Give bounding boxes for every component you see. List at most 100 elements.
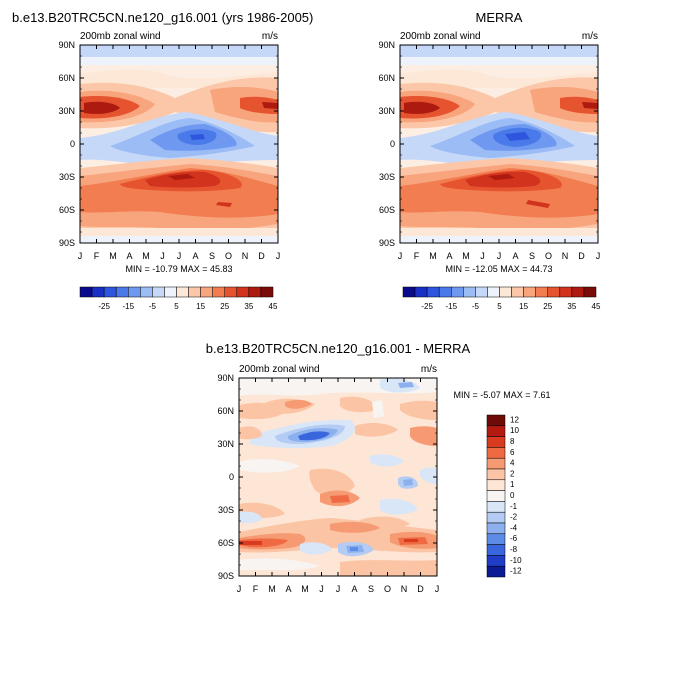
- colorbar-swatch: [486, 511, 506, 524]
- panel-difference-xtick-label: A: [285, 584, 291, 594]
- colorbar-swatch: [91, 286, 105, 298]
- panel-model-xtick-label: J: [177, 251, 182, 261]
- colorbar-label: 5: [497, 302, 502, 311]
- panel-difference-ytick-label: 90S: [218, 571, 234, 581]
- colorbar-label: -8: [510, 545, 518, 554]
- panel-difference-ytick-label: 30S: [218, 505, 234, 515]
- panel-merra-ytick-label: 90N: [378, 40, 395, 50]
- panel-model-xtick-label: J: [78, 251, 83, 261]
- panel-merra-field: [400, 45, 598, 243]
- colorbar-swatch: [248, 286, 262, 298]
- colorbar-label: -5: [472, 302, 480, 311]
- panel-model-ytick-label: 90S: [59, 238, 75, 248]
- panel-difference-xtick-label: M: [268, 584, 276, 594]
- colorbar-swatch: [224, 286, 238, 298]
- panel-model-xtick-label: A: [192, 251, 198, 261]
- panel-difference-xtick-label: A: [351, 584, 357, 594]
- panel-model-ytick-label: 0: [70, 139, 75, 149]
- panel-model: b.e13.B20TRC5CN.ne120_g16.001 (yrs 1986-…: [12, 10, 313, 311]
- colorbar-label: 35: [244, 302, 253, 311]
- colorbar-swatch: [486, 414, 506, 427]
- panel-model-subtitle-left: 200mb zonal wind: [80, 31, 161, 42]
- colorbar-swatch: [511, 286, 524, 298]
- colorbar-label: 1: [510, 480, 515, 489]
- colorbar-swatch: [128, 286, 141, 298]
- panel-difference-xtick-label: N: [401, 584, 408, 594]
- panel-merra-xtick-label: D: [578, 251, 585, 261]
- panel-model-ytick-label: 60S: [59, 205, 75, 215]
- panel-merra-xtick-label: J: [398, 251, 403, 261]
- panel-merra-xtick-label: O: [545, 251, 552, 261]
- colorbar-label: -6: [510, 534, 518, 543]
- colorbar-swatch: [260, 286, 274, 298]
- panel-difference-xtick-label: F: [253, 584, 259, 594]
- panel-difference-xtick-label: J: [319, 584, 324, 594]
- colorbar-swatch: [451, 286, 464, 298]
- colorbar-swatch: [499, 286, 512, 298]
- panel-model-xtick-label: A: [126, 251, 132, 261]
- panel-difference-ytick-label: 60N: [217, 406, 234, 416]
- colorbar-swatch: [475, 286, 488, 298]
- colorbar-label: -15: [445, 302, 457, 311]
- colorbar-swatch: [426, 286, 440, 298]
- panel-merra-xtick-label: J: [596, 251, 601, 261]
- panel-model-ytick-label: 90N: [58, 40, 75, 50]
- panel-merra-xtick-label: A: [446, 251, 452, 261]
- colorbar-label: 10: [510, 426, 519, 435]
- panel-difference-xtick-label: J: [237, 584, 242, 594]
- panel-merra-xtick-label: N: [562, 251, 569, 261]
- panel-merra-xtick-label: S: [529, 251, 535, 261]
- colorbar-label: 5: [174, 302, 179, 311]
- panel-model-ytick-label: 60N: [58, 73, 75, 83]
- colorbar-label: 25: [220, 302, 229, 311]
- panel-model-xtick-label: F: [94, 251, 100, 261]
- panel-difference-title: b.e13.B20TRC5CN.ne120_g16.001 - MERRA: [206, 341, 471, 356]
- colorbar-swatch: [486, 565, 506, 578]
- panel-model-xtick-label: D: [258, 251, 265, 261]
- panel-merra-subtitle-right: m/s: [582, 31, 598, 42]
- colorbar-swatch: [486, 425, 506, 437]
- colorbar-swatch: [402, 286, 416, 298]
- panel-model-xtick-label: M: [109, 251, 117, 261]
- panel-model-xtick-label: N: [242, 251, 249, 261]
- panel-difference-subtitle-right: m/s: [421, 364, 437, 375]
- panel-model-xtick-label: M: [142, 251, 150, 261]
- colorbar-swatch: [79, 286, 93, 298]
- panel-merra-ytick-label: 90S: [379, 238, 395, 248]
- panel-model-xtick-label: S: [209, 251, 215, 261]
- panel-merra-title: MERRA: [476, 10, 523, 25]
- panel-model-xtick-label: O: [225, 251, 232, 261]
- panel-difference-xtick-label: M: [301, 584, 309, 594]
- panel-merra: MERRA 200mb zonal wind m/s: [378, 10, 601, 311]
- panel-model-ytick-label: 30N: [58, 106, 75, 116]
- colorbar-label: 12: [510, 415, 519, 424]
- colorbar-swatch: [523, 286, 536, 298]
- panel-model-ytick-label: 30S: [59, 172, 75, 182]
- colorbar-label: 35: [567, 302, 576, 311]
- panel-difference-xtick-label: J: [336, 584, 341, 594]
- panel-merra-ytick-label: 60S: [379, 205, 395, 215]
- panel-difference-xtick-label: J: [435, 584, 440, 594]
- panel-merra-xtick-label: F: [414, 251, 420, 261]
- panel-merra-ytick-label: 0: [390, 139, 395, 149]
- colorbar-swatch: [414, 286, 428, 298]
- panel-difference-xtick-label: O: [384, 584, 391, 594]
- colorbar-swatch: [140, 286, 153, 298]
- colorbar-swatch: [583, 286, 597, 298]
- panel-merra-subtitle-left: 200mb zonal wind: [400, 31, 481, 42]
- colorbar-swatch: [535, 286, 548, 298]
- colorbar-swatch: [103, 286, 117, 298]
- colorbar-label: -25: [98, 302, 110, 311]
- colorbar-swatch: [486, 490, 506, 502]
- panel-merra-colorbar: -25 -15 -5 5 15 25 35 45: [402, 286, 601, 311]
- colorbar-swatch: [152, 286, 165, 298]
- colorbar-label: -4: [510, 523, 518, 532]
- colorbar-label: 15: [196, 302, 205, 311]
- panel-merra-ytick-label: 30S: [379, 172, 395, 182]
- colorbar-label: 6: [510, 448, 515, 457]
- panel-merra-xtick-label: J: [480, 251, 485, 261]
- colorbar-swatch: [547, 286, 561, 298]
